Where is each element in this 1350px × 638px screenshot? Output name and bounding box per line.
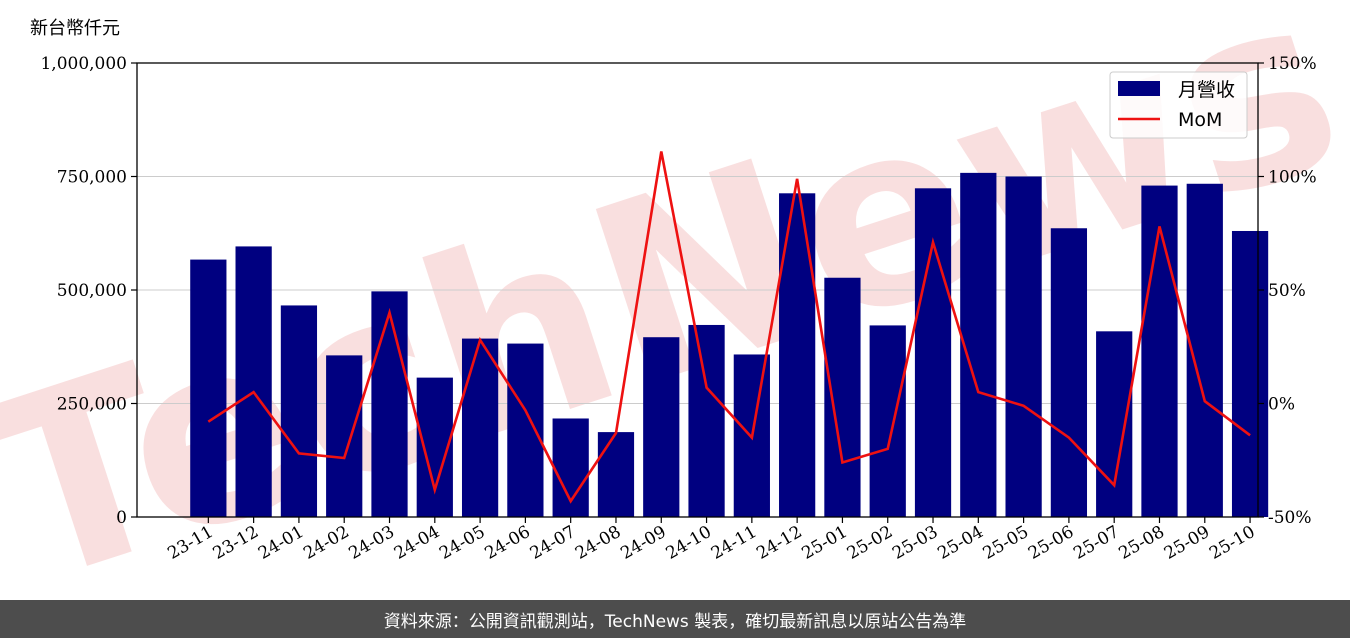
left-tick-label: 500,000: [57, 281, 127, 301]
x-tick-label: 24-11: [708, 522, 760, 564]
bar-25-10: [1231, 230, 1269, 518]
bar-24-03: [371, 291, 408, 517]
x-tick-label: 25-04: [934, 522, 986, 564]
legend-bar-swatch: [1118, 81, 1160, 96]
bar-24-06: [507, 343, 544, 517]
left-axis: 0 250,000 500,000 750,000 1,000,000: [40, 54, 137, 528]
legend: 月營收 MoM: [1109, 71, 1248, 139]
x-tick-label: 25-02: [844, 522, 896, 564]
bar-25-01: [824, 277, 861, 517]
right-tick-label: 150%: [1268, 54, 1317, 74]
bar-25-02: [869, 325, 906, 517]
x-tick-label: 25-06: [1025, 522, 1077, 564]
bar-25-06: [1050, 228, 1088, 518]
x-tick-label: 24-07: [527, 522, 579, 564]
x-tick-label: 24-08: [572, 522, 624, 564]
x-tick-label: 24-05: [436, 522, 488, 564]
legend-bar-label: 月營收: [1178, 79, 1235, 101]
bar-24-09: [643, 337, 680, 517]
bar-24-01: [280, 305, 318, 517]
mom-line: [207, 151, 1251, 504]
left-tick-label: 0: [116, 508, 127, 528]
mom-line-series: [207, 151, 1251, 504]
right-axis: -50% 0% 50% 100% 150%: [1258, 54, 1317, 528]
right-tick-label: -50%: [1268, 508, 1312, 528]
left-tick-label: 1,000,000: [40, 54, 127, 74]
bar-25-08: [1141, 185, 1178, 517]
right-tick-label: 50%: [1268, 281, 1306, 301]
y-axis-unit-label: 新台幣仟元: [30, 18, 120, 39]
left-tick-label: 250,000: [57, 395, 127, 415]
x-tick-label: 25-03: [889, 522, 941, 564]
bar-24-08: [597, 432, 635, 517]
x-tick-label: 25-10: [1206, 522, 1258, 564]
x-tick-label: 25-01: [798, 522, 850, 564]
bar-25-04: [960, 172, 997, 518]
x-tick-label: 24-12: [753, 522, 805, 564]
bar-24-05: [461, 338, 499, 517]
revenue-chart: TechNews 0250,000500,000750,0001,000,000…: [0, 0, 1350, 600]
x-tick-label: 25-07: [1070, 522, 1122, 564]
source-footer: 資料來源：公開資訊觀測站，TechNews 製表，確切最新訊息以原站公告為準: [0, 600, 1350, 638]
x-tick-label: 24-10: [663, 522, 715, 564]
left-tick-label: 750,000: [57, 168, 127, 188]
x-tick-label: 24-06: [481, 522, 533, 564]
footer-source-text: 資料來源：公開資訊觀測站，TechNews 製表，確切最新訊息以原站公告為準: [383, 611, 967, 632]
x-tick-label: 24-09: [617, 522, 669, 564]
x-tick-label: 25-08: [1116, 522, 1168, 564]
bar-25-05: [1005, 176, 1042, 517]
bar-24-02: [326, 355, 363, 517]
bar-24-10: [688, 324, 725, 517]
right-tick-label: 100%: [1268, 168, 1317, 188]
bar-25-07: [1096, 331, 1133, 517]
right-tick-label: 0%: [1268, 395, 1295, 415]
x-tick-label: 25-05: [980, 522, 1032, 564]
bar-24-12: [779, 193, 816, 517]
legend-line-label: MoM: [1178, 109, 1222, 131]
bar-23-12: [235, 246, 272, 517]
bar-25-03: [914, 188, 952, 517]
bar-23-11: [190, 259, 227, 517]
x-tick-label: 24-04: [391, 522, 443, 564]
x-tick-label: 25-09: [1161, 522, 1213, 564]
